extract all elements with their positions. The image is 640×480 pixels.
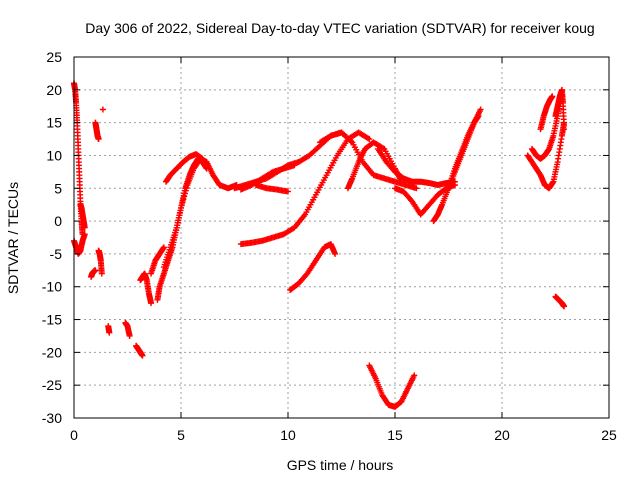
series-arc-31 [552,86,568,133]
series-arc-09 [122,319,133,339]
data-point [126,332,133,339]
chart-title: Day 306 of 2022, Sidereal Day-to-day VTE… [85,20,594,36]
data-point [411,372,418,379]
data-point [291,162,298,169]
y-tick-label: 15 [46,115,62,131]
x-tick-label: 20 [494,427,510,443]
data-point [180,196,187,203]
data-point [181,193,188,200]
x-tick-label: 25 [601,427,617,443]
y-tick-label: 25 [46,49,62,65]
series-arc-10 [133,342,146,359]
data-point [477,106,484,113]
series-arc-12 [148,244,167,277]
data-point [179,199,186,206]
data-point [160,244,167,251]
series-arc-26 [445,113,482,192]
data-point [366,136,373,143]
data-point [332,250,339,257]
y-tick-label: -5 [50,246,63,262]
y-tick-label: 0 [54,213,62,229]
series-arc-15 [163,151,206,185]
y-tick-label: -15 [42,312,62,328]
series-arc-20 [287,241,339,294]
x-axis-label: GPS time / hours [287,457,394,473]
data-point [95,136,102,143]
series-arc-17 [237,162,298,193]
x-tick-label: 10 [280,427,296,443]
plot-frame [73,56,610,419]
series-arc-05 [92,119,102,143]
y-tick-label: -20 [42,344,62,360]
data-point [475,113,482,120]
series-arc-27 [366,362,418,410]
y-tick-label: 10 [46,147,62,163]
data-point [178,202,185,209]
series-arc-03 [77,201,88,231]
data-point [148,300,155,307]
data-point [99,106,106,113]
data-point [285,188,291,195]
series-arc-18 [252,181,291,195]
data-point [451,181,458,188]
series-arc-07 [95,247,105,277]
data-point [199,155,206,162]
data-point [106,329,113,336]
series-arc-32 [552,293,568,310]
grid-lines [74,57,609,418]
data-point [81,224,88,231]
x-tick-label: 5 [177,427,185,443]
x-tick-labels: 0 5 10 15 20 25 [70,427,617,443]
axis-ticks [73,56,610,419]
y-tick-label: -25 [42,377,62,393]
data-point [81,231,88,238]
y-axis-label: SDTVAR / TECUs [5,182,21,294]
series-arc-13 [154,155,210,303]
y-tick-labels: -30 -25 -20 -15 -10 -5 0 5 10 15 20 25 [42,49,62,426]
series-arc-06 [99,106,106,113]
y-tick-label: -10 [42,279,62,295]
data-points [71,80,568,410]
series-arc-04 [88,267,99,280]
data-point [549,93,556,100]
series-arc-11 [137,270,155,307]
data-point [413,185,420,192]
data-point [182,187,189,194]
series-arc-08 [105,323,113,336]
data-point [561,303,568,310]
data-point [183,184,190,191]
x-tick-label: 15 [387,427,403,443]
data-point [182,190,189,197]
series-arc-19 [237,129,373,248]
y-tick-label: 20 [46,82,62,98]
data-point [561,126,568,133]
data-point [98,270,105,277]
series-arc-30 [537,93,556,133]
data-point [92,267,99,274]
x-tick-label: 0 [70,427,78,443]
y-tick-label: -30 [42,410,62,426]
data-point [178,204,184,211]
data-point [139,352,146,359]
y-tick-label: 5 [54,180,62,196]
